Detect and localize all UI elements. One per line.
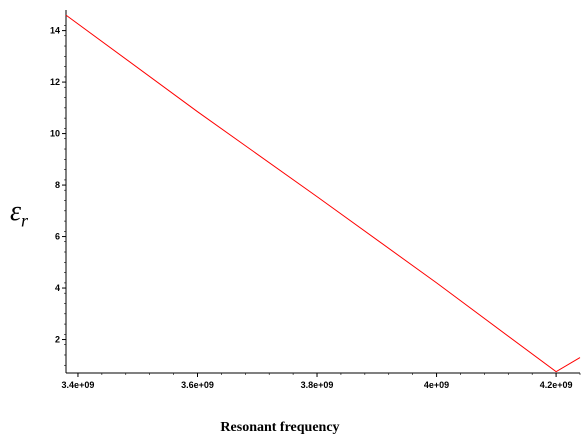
y-axis-label-symbol: ε bbox=[10, 196, 22, 227]
x-tick-label: 3.8e+09 bbox=[301, 380, 334, 390]
y-tick-label: 14 bbox=[50, 26, 60, 36]
y-tick-label: 8 bbox=[55, 180, 60, 190]
x-tick-label: 3.4e+09 bbox=[62, 380, 95, 390]
x-tick-label: 4e+09 bbox=[424, 380, 449, 390]
x-tick-label: 4.2e+09 bbox=[540, 380, 573, 390]
x-axis-label: Resonant frequency bbox=[220, 420, 340, 435]
y-tick-label: 2 bbox=[55, 335, 60, 345]
y-tick-label: 12 bbox=[50, 77, 60, 87]
y-tick-label: 4 bbox=[55, 283, 60, 293]
y-tick-label: 10 bbox=[50, 129, 60, 139]
series-line bbox=[65, 14, 581, 373]
y-axis-label-subscript: r bbox=[21, 210, 29, 231]
y-tick-label: 6 bbox=[55, 232, 60, 242]
y-axis-label: εr bbox=[10, 196, 28, 232]
x-tick-label: 3.6e+09 bbox=[181, 380, 214, 390]
